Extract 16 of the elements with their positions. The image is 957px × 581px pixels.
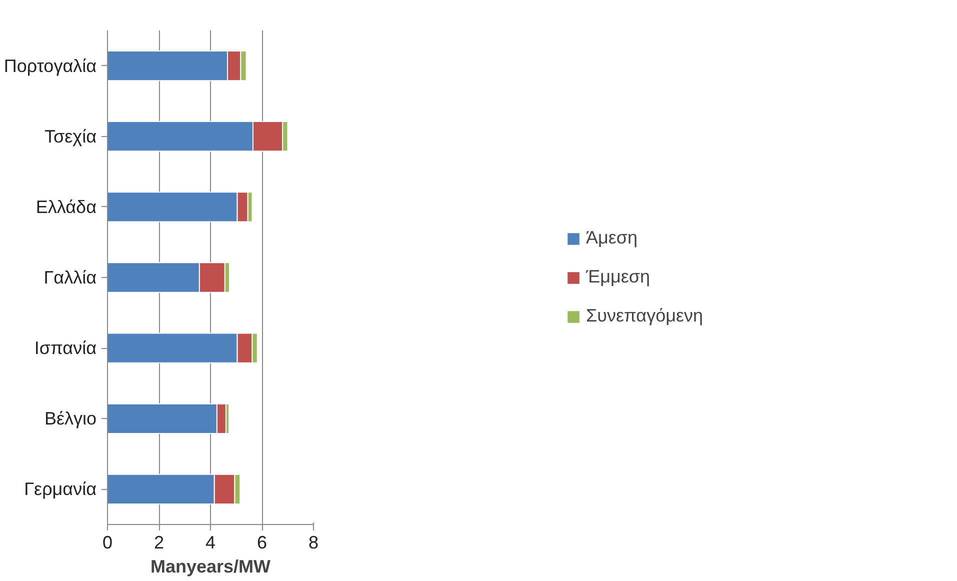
legend-label: Έμμεση: [586, 266, 650, 288]
legend-label: Άμεση: [586, 228, 638, 248]
y-tick-label: Γαλλία: [44, 268, 97, 288]
x-tick-label: 4: [205, 532, 216, 552]
x-axis-title: Manyears/MW: [150, 556, 271, 576]
y-tick-label: Τσεχία: [44, 126, 97, 146]
y-tick-label: Ελλάδα: [36, 196, 97, 217]
y-tick-label: Γερμανία: [24, 479, 97, 500]
y-tick-label: Πορτογαλία: [4, 56, 96, 76]
x-tick-label: 6: [256, 532, 268, 552]
legend-label: Συνεπαγόμενη: [586, 306, 703, 326]
y-tick-label: Ισπανία: [34, 338, 97, 358]
x-tick-label: 2: [154, 532, 164, 552]
y-tick-label: Βέλγιο: [44, 408, 97, 429]
x-tick-label: 0: [102, 532, 113, 552]
x-tick-label: 8: [308, 532, 319, 552]
